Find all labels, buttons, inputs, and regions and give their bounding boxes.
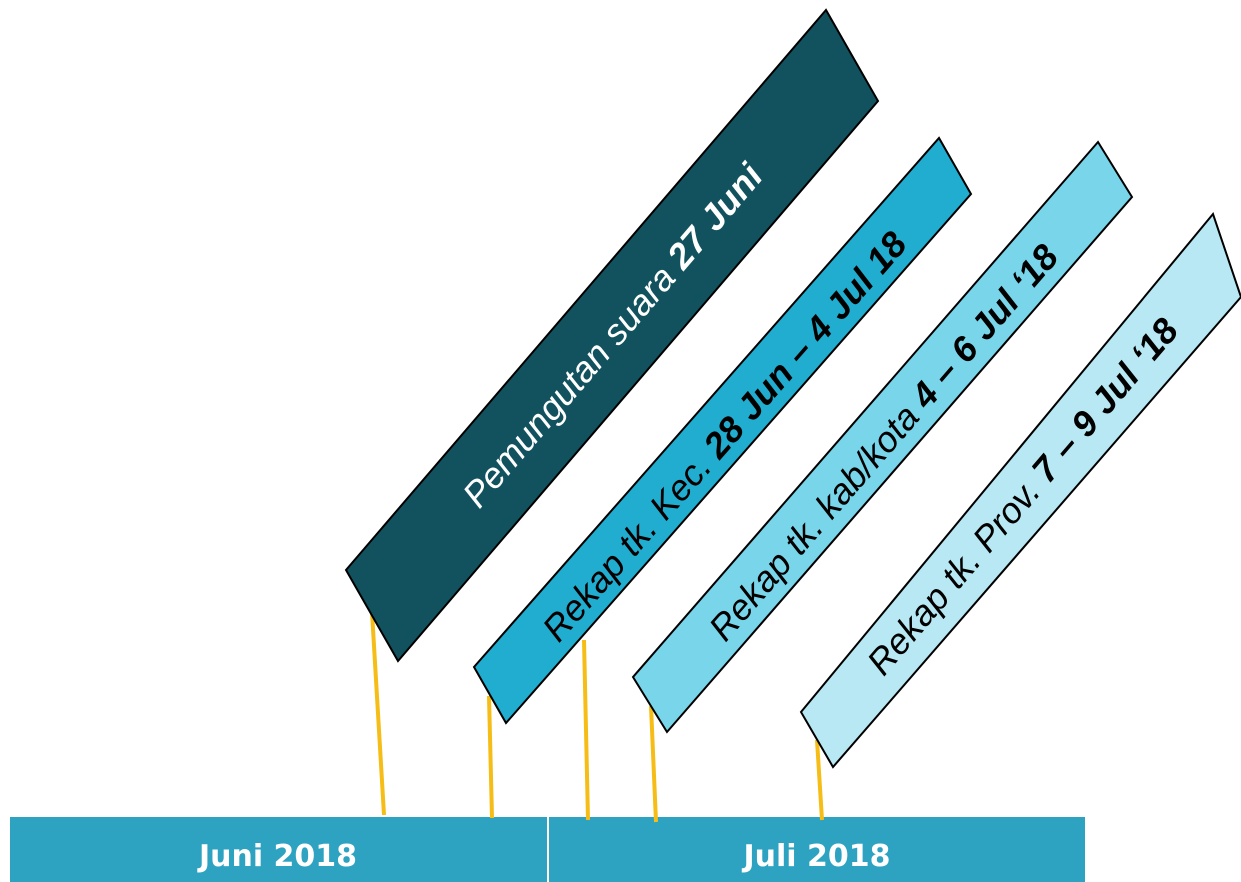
connector-pemungutan (370, 611, 386, 816)
connector-kec-start (487, 695, 494, 819)
month-label-juni: Juni 2018 (197, 839, 357, 874)
event-label-bold: 4 – 6 Jul ‘18 (902, 236, 1066, 416)
month-segment-juni (10, 817, 547, 882)
month-bar: Juni 2018 Juli 2018 (10, 817, 1085, 882)
month-segment-juli (549, 817, 1085, 882)
event-banner-shape (472, 136, 973, 725)
connector-lines (370, 611, 824, 823)
event-label-prefix: Rekap tk. Prov. (858, 463, 1054, 682)
connector-kab (649, 705, 658, 823)
connector-kec-end (582, 639, 590, 821)
event-label-bold: 7 – 9 Jul ‘18 (1023, 310, 1186, 490)
connector-prov (815, 739, 824, 821)
event-banner-shape (799, 211, 1241, 769)
event-banner-label: Rekap tk. kab/kota 4 – 6 Jul ‘18 (700, 236, 1066, 648)
event-banner-shape (631, 140, 1134, 734)
event-banner-shape (344, 8, 880, 663)
month-label-juli: Juli 2018 (741, 839, 890, 874)
